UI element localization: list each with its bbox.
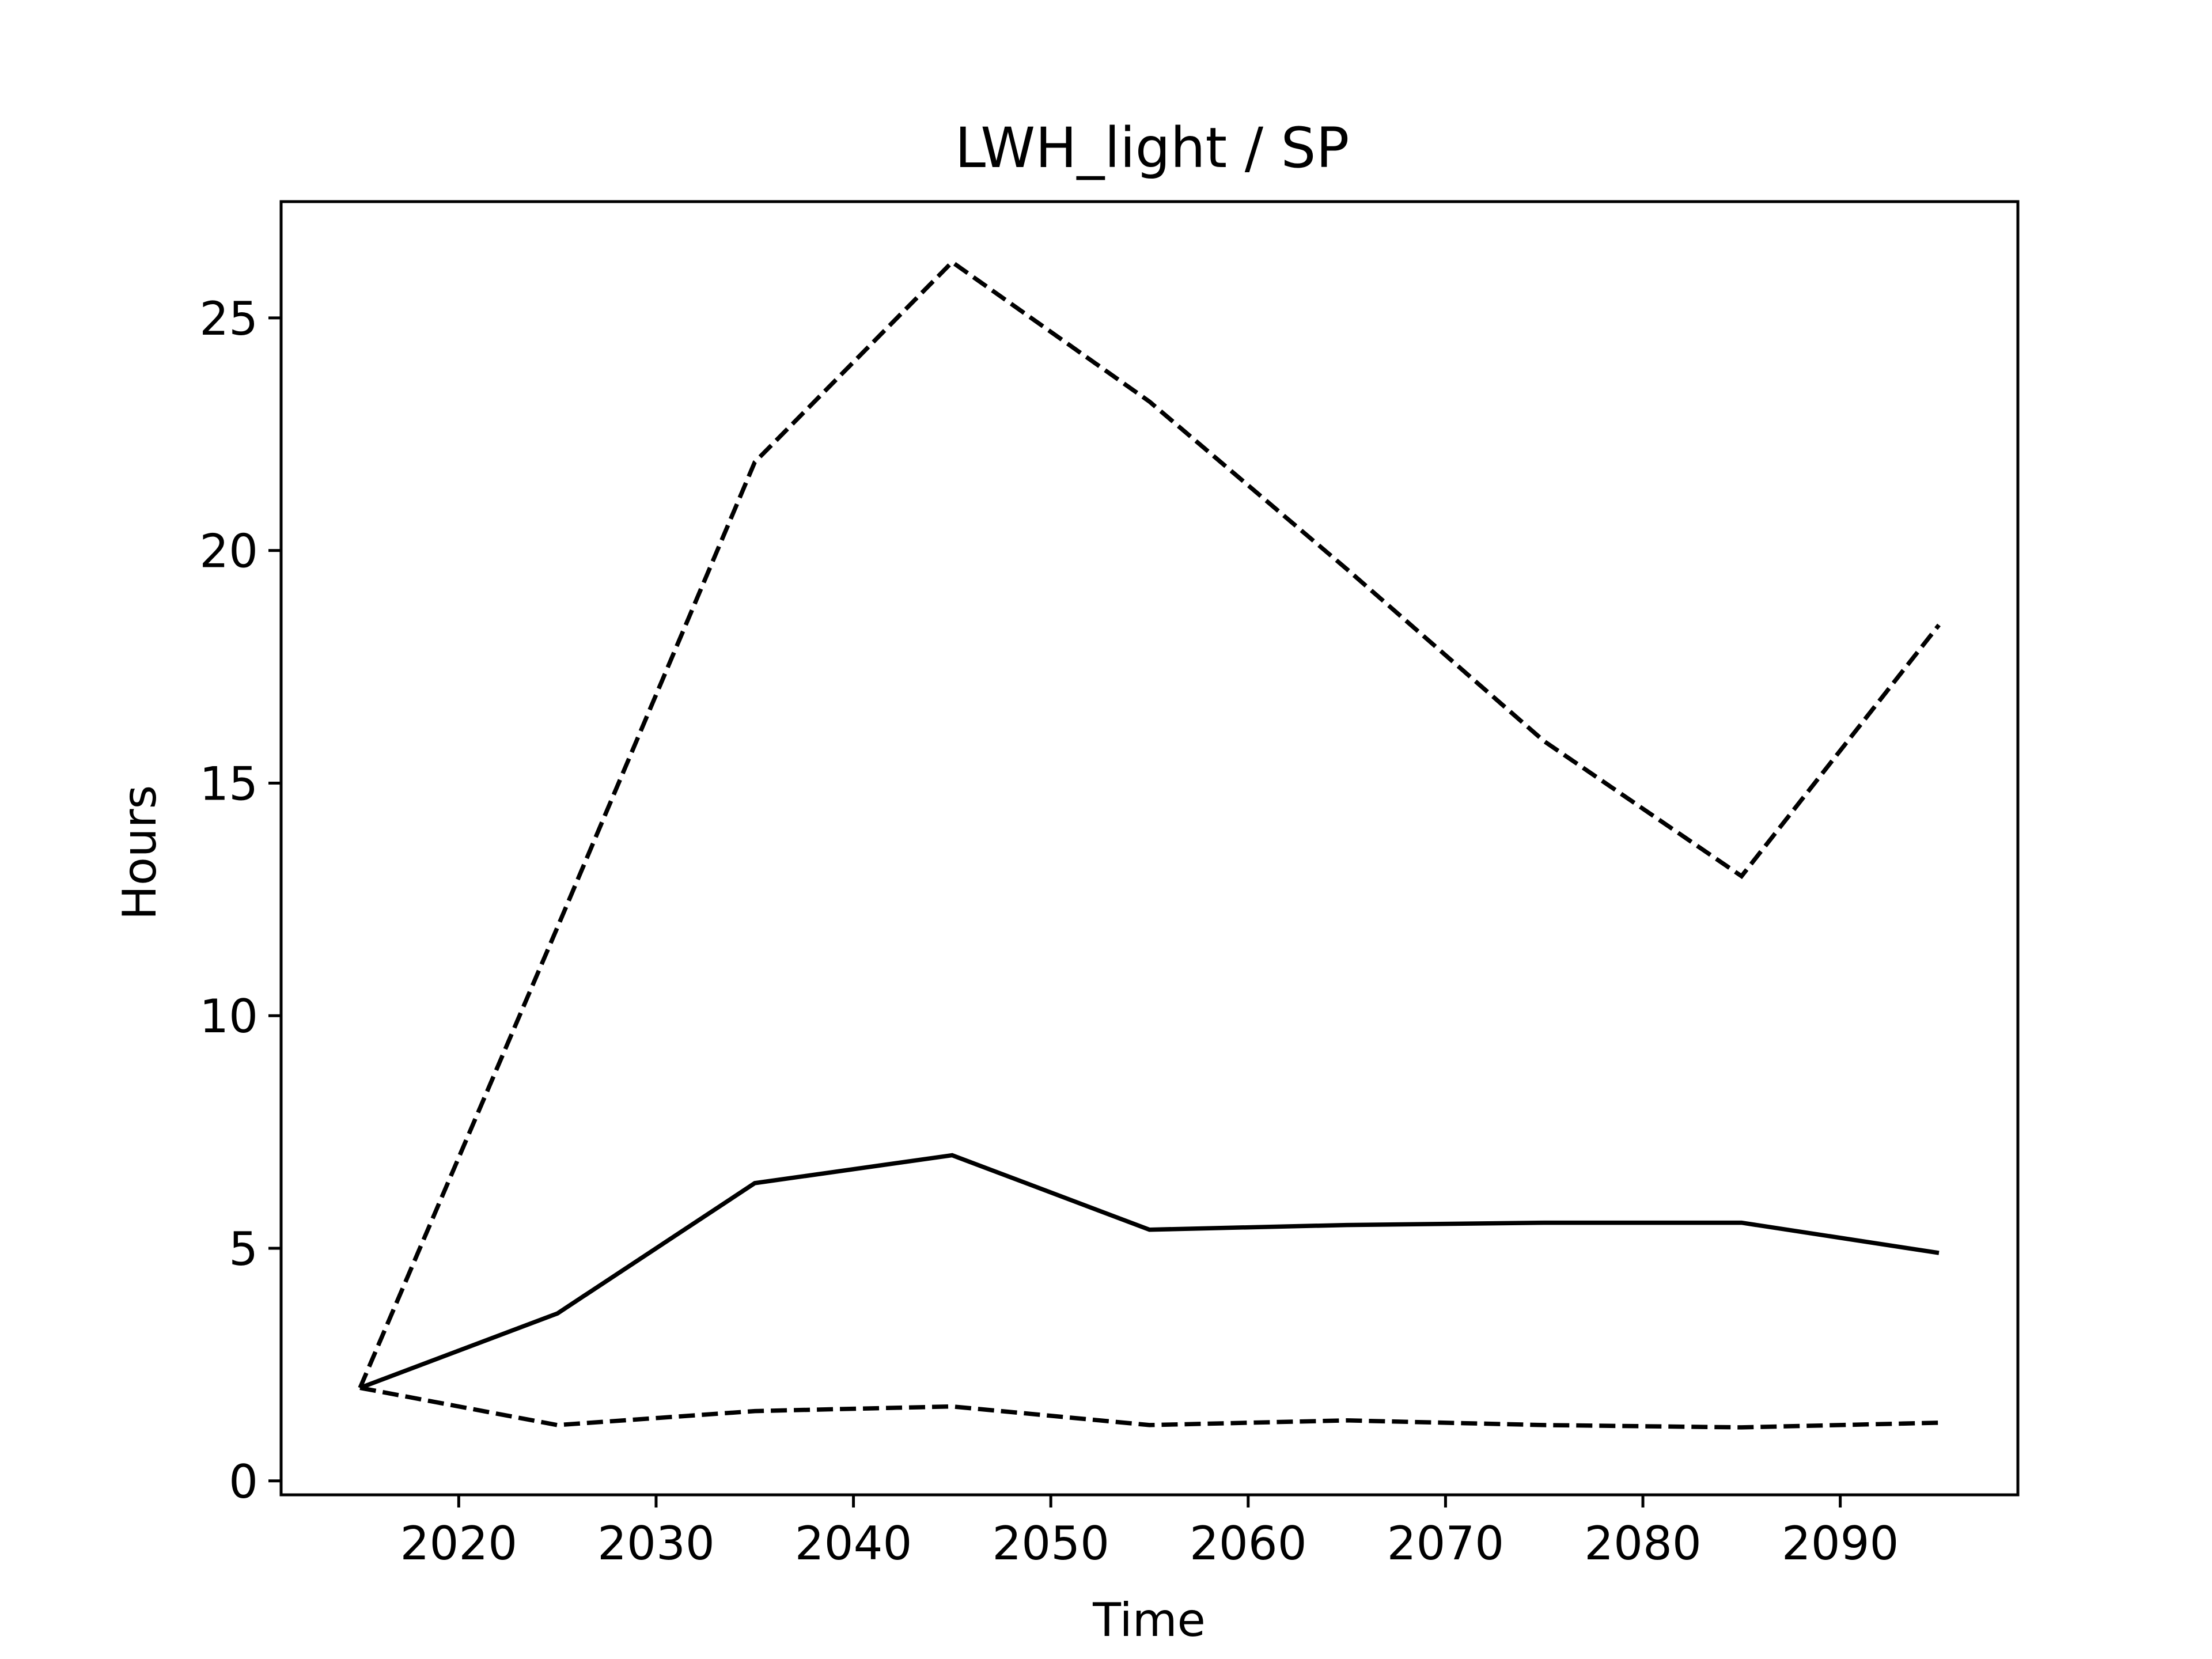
chart-title: LWH_light / SP <box>955 116 1350 180</box>
y-axis-label: Hours <box>113 785 166 920</box>
series-layer <box>358 259 1941 1430</box>
y-tick-label: 0 <box>229 1455 258 1509</box>
y-tick-label: 20 <box>199 525 258 578</box>
x-tick-label: 2060 <box>1190 1517 1307 1570</box>
y-tick-label: 15 <box>199 757 258 810</box>
x-tick-label: 2020 <box>400 1517 518 1570</box>
y-axis: 0 5 10 15 20 25 <box>199 292 281 1509</box>
x-tick-label: 2040 <box>795 1517 912 1570</box>
plot-frame <box>279 200 2020 1497</box>
x-tick-label: 2070 <box>1387 1517 1505 1570</box>
x-axis: 2020 2030 2040 2050 2060 2070 2080 2090 <box>400 1495 1899 1570</box>
x-tick-label: 2050 <box>992 1517 1109 1570</box>
y-tick-label: 25 <box>199 292 258 346</box>
y-tick-label: 10 <box>199 990 258 1043</box>
x-tick-label: 2080 <box>1584 1517 1702 1570</box>
series-line-2-solid <box>359 1153 1940 1390</box>
x-tick-label: 2090 <box>1782 1517 1899 1570</box>
series-line-3-dashed <box>359 1385 1940 1430</box>
y-tick-label: 5 <box>229 1222 258 1276</box>
x-axis-label: Time <box>1092 1593 1206 1647</box>
x-tick-label: 2030 <box>597 1517 715 1570</box>
series-line-1-dashed <box>358 259 1941 1389</box>
